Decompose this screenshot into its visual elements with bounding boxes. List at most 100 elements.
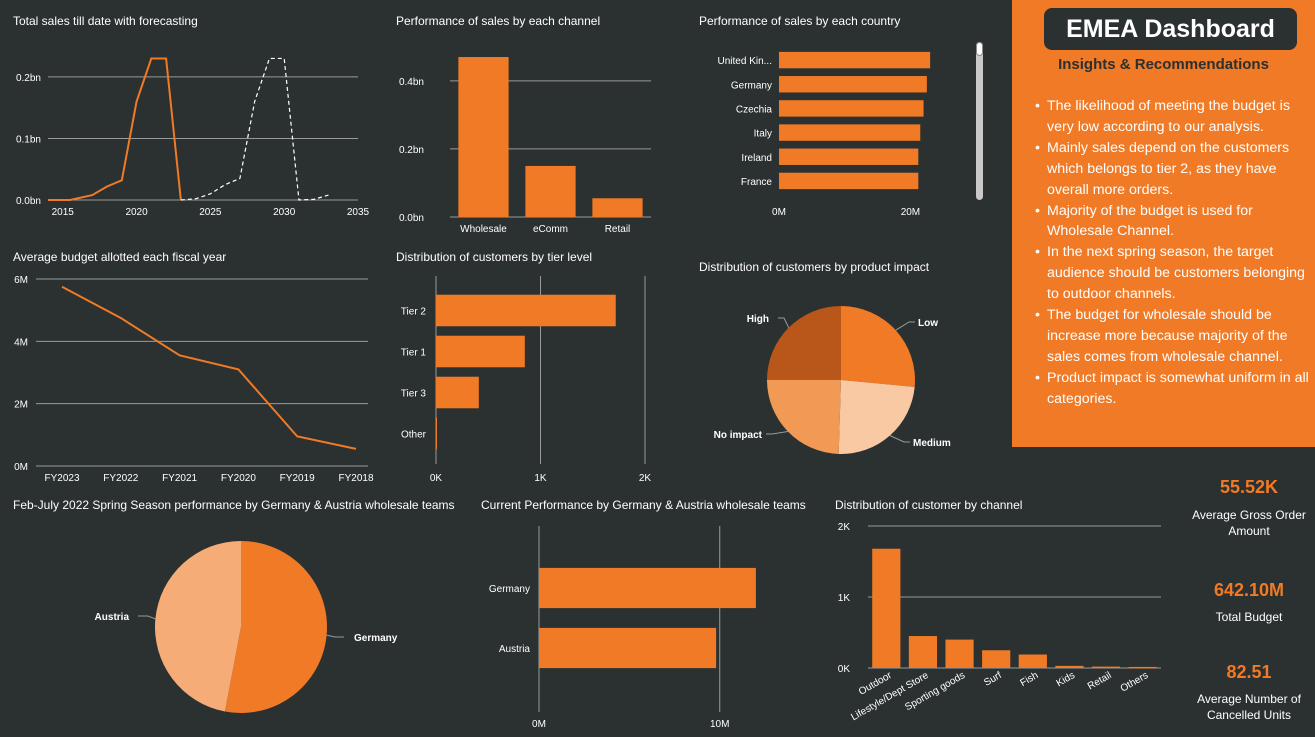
- chart-title: Performance of sales by each country: [699, 14, 901, 28]
- leader-line: [326, 634, 344, 638]
- sales-forecast-chart: 0.0bn 0.1bn 0.2bn 2015 2020 2025 2030 2035: [16, 57, 370, 218]
- x-tick-label: FY2022: [103, 473, 138, 484]
- current-performance-chart: 0M 10M Germany Austria: [489, 526, 756, 730]
- current-performance-panel: Current Performance by Germany & Austria…: [470, 488, 825, 737]
- x-tick-label: 0M: [772, 207, 786, 218]
- bar: [779, 76, 927, 93]
- sales-forecast-panel: Total sales till date with forecasting 0…: [0, 0, 375, 235]
- x-tick-label: Surf: [982, 670, 1004, 689]
- customers-by-impact-chart: Low Medium No impact High: [714, 306, 951, 454]
- sales-by-country-panel: Performance of sales by each country Uni…: [686, 0, 986, 235]
- pie-slice: [224, 541, 328, 713]
- y-tick-label: United Kin...: [718, 56, 772, 67]
- x-tick-label: 2035: [347, 207, 370, 218]
- bar: [779, 124, 921, 141]
- spring-season-panel: Feb-July 2022 Spring Season performance …: [0, 488, 470, 737]
- x-tick-label: eComm: [533, 224, 568, 235]
- y-tick-label: 0.2bn: [399, 145, 424, 156]
- kpi-cancelled-units-label: Average Number of Cancelled Units: [1197, 692, 1301, 722]
- x-tick-label: 2030: [273, 207, 296, 218]
- insight-item: The budget for wholesale should be incre…: [1034, 305, 1314, 368]
- x-tick-label: Wholesale: [460, 224, 507, 235]
- y-tick-label: 0.2bn: [16, 73, 41, 84]
- x-tick-label: 2K: [639, 473, 652, 484]
- y-tick-label: 0.0bn: [16, 196, 41, 207]
- y-tick-label: Ireland: [741, 153, 772, 164]
- chart-title: Feb-July 2022 Spring Season performance …: [13, 498, 455, 512]
- bar: [436, 335, 525, 368]
- pie-slice: [767, 306, 841, 380]
- leader-line: [778, 317, 790, 328]
- leader-line: [766, 431, 788, 435]
- chart-title: Distribution of customer by channel: [835, 498, 1023, 512]
- bar: [1091, 666, 1121, 669]
- bar: [1018, 654, 1047, 668]
- y-tick-label: 0K: [838, 664, 851, 675]
- x-tick-label: 0M: [532, 719, 546, 730]
- country-scrollbar[interactable]: [976, 42, 983, 200]
- slice-label: Austria: [95, 612, 130, 623]
- insight-item: Product impact is somewhat uniform in al…: [1034, 368, 1314, 410]
- y-tick-label: 1K: [838, 593, 851, 604]
- chart-title: Total sales till date with forecasting: [13, 14, 198, 28]
- x-tick-label: 20M: [901, 207, 920, 218]
- x-tick-label: FY2021: [162, 473, 197, 484]
- x-tick-label: 0K: [430, 473, 443, 484]
- insights-panel: EMEA Dashboard Insights & Recommendation…: [1012, 0, 1315, 447]
- pie-slice: [155, 541, 241, 712]
- customers-by-tier-panel: Distribution of customers by tier level …: [383, 240, 673, 490]
- y-tick-label: 0.1bn: [16, 134, 41, 145]
- y-tick-label: 2M: [14, 400, 28, 411]
- x-tick-label: FY2018: [338, 473, 373, 484]
- budget-by-year-chart: 0M 2M 4M 6M FY2023 FY2022 FY2021 FY2020 FY2019 FY…: [14, 275, 374, 484]
- bar: [908, 636, 938, 668]
- y-tick-label: 2K: [838, 522, 851, 533]
- bar: [779, 51, 931, 69]
- y-tick-label: Czechia: [736, 104, 773, 115]
- x-tick-label: Retail: [1086, 670, 1114, 692]
- x-tick-label: 2015: [52, 207, 75, 218]
- leader-line: [138, 615, 156, 620]
- chart-title: Distribution of customers by tier level: [396, 250, 593, 264]
- insight-item: Mainly sales depend on the customers whi…: [1034, 138, 1314, 201]
- bar: [436, 417, 437, 450]
- budget-line: [61, 285, 357, 450]
- chart-title: Average budget allotted each fiscal year: [13, 250, 227, 264]
- insight-item: In the next spring season, the target au…: [1034, 242, 1314, 305]
- y-tick-label: 4M: [14, 337, 28, 348]
- chart-title: Current Performance by Germany & Austria…: [481, 498, 806, 512]
- bar: [779, 100, 924, 117]
- customers-by-tier-chart: 0K 1K 2K Tier 2 Tier 1 Tier 3 Other: [401, 276, 652, 484]
- country-scrollbar-thumb[interactable]: [976, 42, 983, 56]
- budget-by-year-panel: Average budget allotted each fiscal year…: [0, 240, 375, 490]
- spring-season-chart: Germany Austria: [95, 541, 398, 713]
- chart-title: Performance of sales by each channel: [396, 14, 601, 28]
- bar: [539, 627, 717, 669]
- y-tick-label: 0.4bn: [399, 77, 424, 88]
- y-tick-label: Germany: [489, 584, 530, 595]
- y-tick-label: Tier 1: [401, 348, 427, 359]
- insight-item: Majority of the budget is used for Whole…: [1034, 201, 1314, 243]
- y-tick-label: Tier 3: [401, 389, 427, 400]
- x-tick-label: 2025: [199, 207, 222, 218]
- slice-label: No impact: [714, 430, 763, 441]
- insight-item: The likelihood of meeting the budget is …: [1034, 96, 1314, 138]
- slice-label: Germany: [354, 633, 398, 644]
- y-tick-label: Germany: [731, 80, 772, 91]
- x-tick-label: 10M: [710, 719, 729, 730]
- bar: [872, 548, 901, 668]
- chart-title: Distribution of customers by product imp…: [699, 260, 930, 274]
- kpi-cancelled-units-value: 82.51: [1226, 662, 1272, 682]
- leader-line: [889, 435, 910, 443]
- bar: [945, 639, 974, 668]
- insights-heading: Insights & Recommendations: [1058, 56, 1269, 73]
- bar: [436, 376, 479, 409]
- x-tick-label: Others: [1119, 670, 1150, 695]
- insights-list: The likelihood of meeting the budget is …: [1034, 96, 1314, 410]
- kpi-avg-gross-order-value: 55.52K: [1219, 477, 1279, 497]
- sales-by-channel-chart: 0.0bn 0.2bn 0.4bn Wholesale eComm Retail: [399, 57, 651, 235]
- x-tick-label: 2020: [125, 207, 148, 218]
- y-tick-label: 0.0bn: [399, 213, 424, 224]
- bar: [1055, 665, 1084, 668]
- y-tick-label: 0M: [14, 462, 28, 473]
